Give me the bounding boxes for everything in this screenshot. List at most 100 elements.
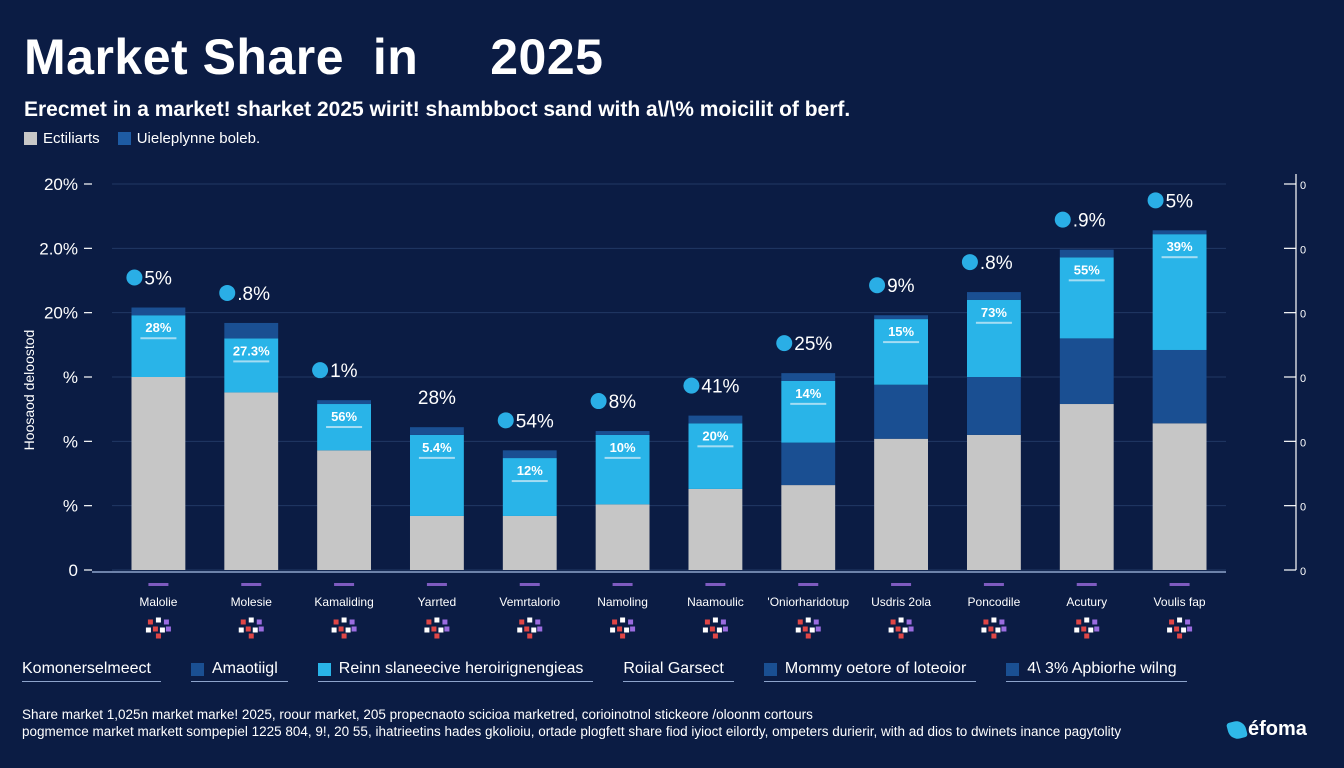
legend-swatch [24, 132, 37, 145]
bar-value-label: 28% [145, 320, 171, 335]
bar-segment-share [1059, 404, 1114, 570]
category-icon [1074, 627, 1080, 633]
category-icon [805, 617, 811, 623]
bar-segment-cap [781, 373, 836, 381]
annotation-label: 25% [794, 334, 832, 355]
bar-chart: 0%%% 20% 2.0% 20% Hoosaod deloostod 0 0 0 0 0 0 0 28… [21, 174, 1306, 639]
bar-segment-dark [966, 377, 1021, 435]
bar-segment-share [502, 515, 557, 570]
annotation-bubble [1147, 192, 1164, 209]
category-label: Acutury [1066, 595, 1107, 609]
category-icon [537, 626, 543, 632]
bar-value-label: 15% [888, 324, 914, 339]
category-icon [258, 626, 264, 632]
category-icon [720, 619, 726, 625]
category-icon [434, 617, 440, 623]
bar-segment-cap [502, 450, 557, 459]
bar-value-label: 27.3% [233, 343, 270, 358]
category-icon [999, 619, 1005, 625]
bar-label-underline [1068, 279, 1105, 282]
top-legend-label: Ectiliarts [43, 130, 100, 147]
category-icon [431, 626, 437, 632]
category-marker [798, 583, 819, 586]
annotation-label: 5% [144, 269, 172, 290]
category-icon [165, 626, 171, 632]
bar-value-label: 20% [702, 428, 728, 443]
y-tick-label: % [63, 368, 78, 387]
category-icon [438, 627, 444, 633]
bar-segment-light [781, 380, 836, 443]
bar-segment-share [874, 438, 929, 570]
y-tick-label: % [63, 497, 78, 516]
annotation-bubble [776, 335, 793, 352]
bar-value-label: 14% [795, 386, 821, 401]
bottom-legend-item: Roiial Garsect [623, 660, 734, 682]
right-axis-tick-label: 0 [1300, 244, 1306, 256]
top-legend-label: Uieleplynne boleb. [136, 130, 261, 147]
bar-value-label: 73% [981, 305, 1007, 320]
annotation-bubble [126, 269, 143, 286]
category-icon [434, 633, 440, 639]
bar-label-underline [883, 341, 920, 344]
annotation-label: 1% [330, 361, 358, 382]
y-tick-label: 2.0% [39, 239, 78, 258]
category-icon [1177, 617, 1183, 623]
legend-swatch [190, 662, 204, 676]
category-label: Poncodile [968, 595, 1021, 609]
category-icon [1169, 619, 1175, 625]
footer-line: Share market 1,025n market marke! 2025, … [22, 707, 813, 722]
category-icon [155, 633, 161, 639]
category-icon [147, 619, 153, 625]
category-icon [248, 617, 254, 623]
chart-title: Market Share in 2025 [24, 29, 604, 85]
bar-segment-cap [874, 315, 929, 320]
bar-segment-cap [224, 322, 279, 339]
category-icon [795, 627, 801, 633]
category-icon [517, 627, 523, 633]
bottom-legend-item: 4\ 3% Apbiorhe wilng [1006, 660, 1187, 682]
category-icon [802, 626, 808, 632]
category-icon [238, 627, 244, 633]
category-icon [898, 633, 904, 639]
bar-segment-share [1152, 423, 1207, 570]
right-axis-tick-label: 0 [1300, 437, 1306, 449]
category-icon [809, 627, 815, 633]
annotation-label: .8% [237, 284, 270, 305]
bar-value-label: 56% [331, 409, 357, 424]
right-axis-tick-label: 0 [1300, 502, 1306, 514]
category-icon [442, 619, 448, 625]
category-icon [531, 627, 537, 633]
bar-label-underline [511, 480, 548, 483]
category-marker [891, 583, 912, 586]
category-icon [902, 627, 908, 633]
bottom-legend-label: Reinn slaneecive heroirignengieas [338, 660, 584, 677]
category-icon [245, 626, 251, 632]
category-icon [527, 617, 533, 623]
top-legend-item: Uieleplynne boleb. [117, 130, 261, 147]
category-marker [519, 583, 540, 586]
bar-segment-share [317, 450, 372, 570]
category-icon [1167, 627, 1173, 633]
bar-segment-light [1059, 257, 1114, 339]
category-icon [331, 627, 337, 633]
bar-segment-cap [317, 400, 372, 405]
category-icon [815, 626, 821, 632]
bar-segment-share [409, 515, 464, 570]
bar-label-underline [697, 445, 734, 448]
category-icon [981, 627, 987, 633]
category-icon [1174, 626, 1180, 632]
legend-swatch [1006, 662, 1020, 676]
category-icon [252, 627, 258, 633]
bar-segment-cap [1059, 249, 1114, 258]
bottom-legend-label: Amaotiigl [211, 660, 278, 677]
bottom-legend-item: Mommy oetore of loteoior [763, 660, 977, 682]
annotation-bubble [312, 362, 329, 379]
footer-notes: Share market 1,025n market marke! 2025, … [22, 706, 1212, 740]
annotation-label: .8% [980, 253, 1013, 274]
bottom-legend-label: Komonerselmeect [22, 660, 151, 677]
category-icon [524, 626, 530, 632]
bar-segment-share [131, 377, 186, 570]
category-icon [527, 633, 533, 639]
brand-mark-icon [1225, 718, 1249, 741]
category-icon [716, 627, 722, 633]
